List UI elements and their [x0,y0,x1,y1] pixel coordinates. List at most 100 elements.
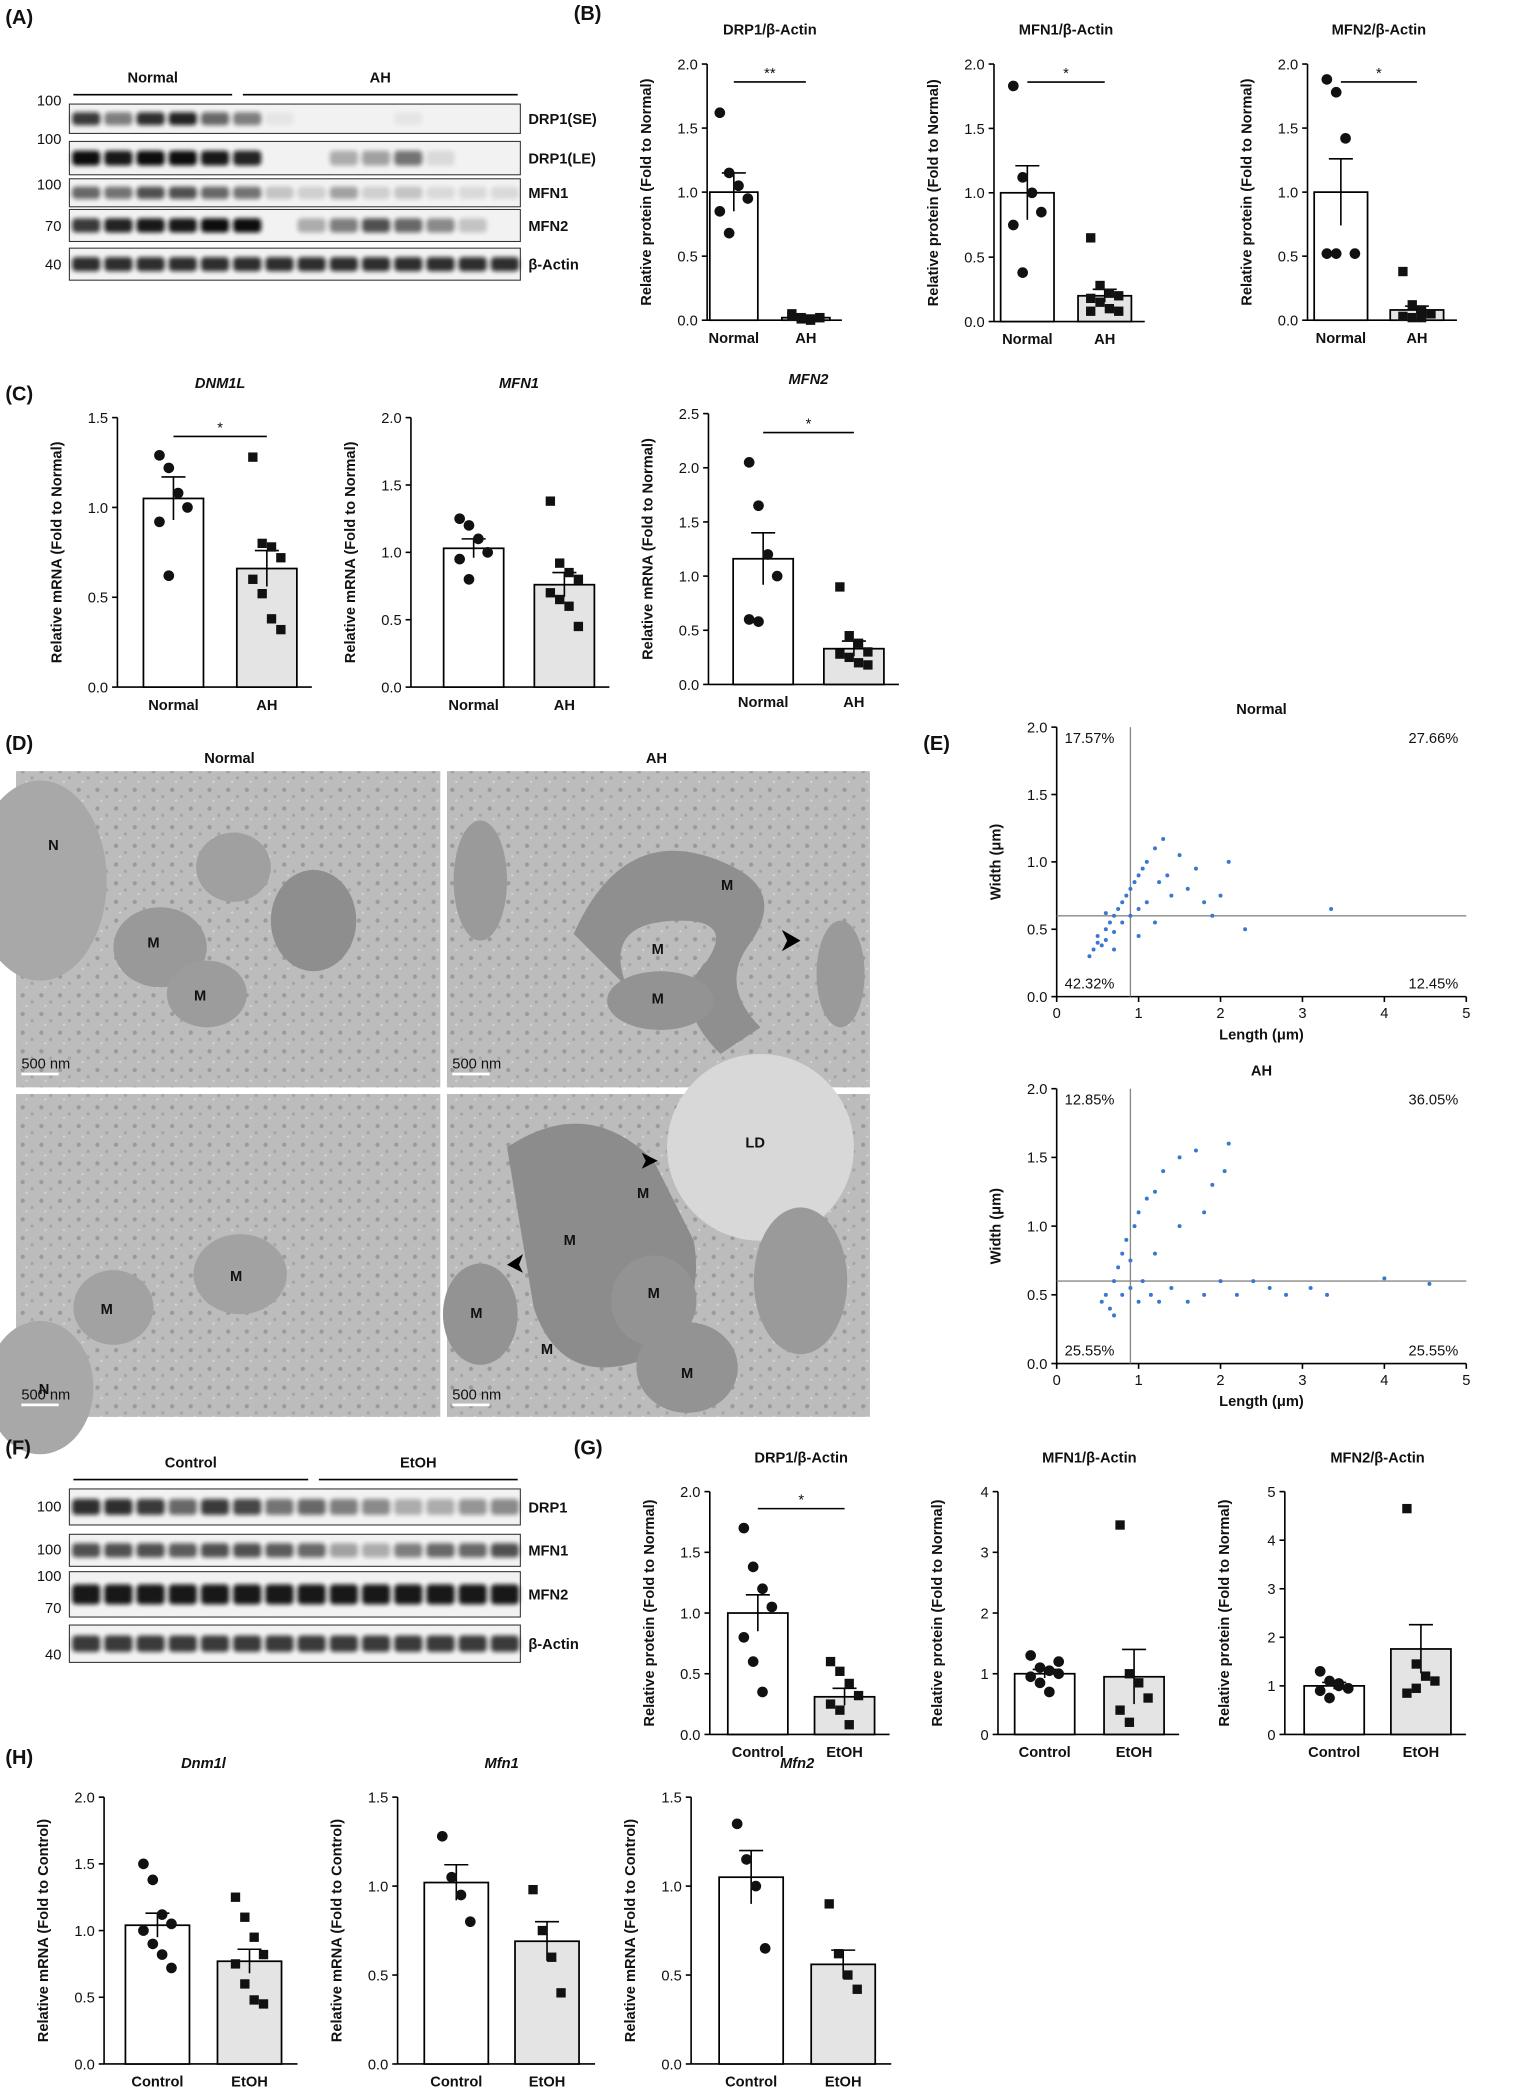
data-point [240,1979,250,1989]
band [394,218,423,233]
data-point [1144,859,1149,864]
data-point [1325,1292,1330,1297]
blot-row-label: DRP1 [528,1500,567,1516]
y-tick-label: 2.0 [680,1485,700,1501]
data-point [547,1952,557,1962]
data-point [545,588,556,598]
x-tick-label: AH [1406,331,1427,347]
blot-row-label: MFN1 [528,186,568,202]
y-tick-label: 1.0 [1027,855,1047,871]
band [329,186,358,199]
band [72,186,101,199]
chart-title: MFN2/β-Actin [1330,1450,1424,1466]
data-point [738,1631,750,1643]
data-point [1222,1169,1227,1174]
data-point [1177,1224,1182,1229]
data-point [1128,1258,1133,1263]
data-point [1095,280,1105,291]
chart-title: MFN1 [499,376,539,392]
data-point [1053,1668,1065,1680]
data-point [1267,1285,1272,1290]
data-point [1017,267,1029,278]
data-point [805,315,816,325]
y-tick-label: 1 [980,1667,988,1683]
data-point [1321,74,1333,85]
band [104,1499,133,1515]
band [104,1635,133,1652]
band [136,218,165,233]
micrograph-label: M [681,1366,693,1382]
data-point [454,513,465,525]
x-tick-label: 5 [1462,1373,1470,1389]
data-point [1329,907,1334,912]
mw-marker: 100 [37,1542,61,1558]
y-axis-title: Width (μm) [989,1188,1005,1265]
chart-title: DNM1L [195,376,246,392]
x-tick-label: EtOH [529,2075,566,2091]
x-tick-label: EtOH [231,2075,268,2091]
band [168,1635,197,1652]
data-point [257,589,267,599]
micrograph-column: AH [646,751,667,767]
data-point [863,647,873,657]
micrograph-label: M [637,1186,649,1202]
y-tick-label: 1.5 [1027,788,1047,804]
y-axis-title: Relative mRNA (Fold to Normal) [343,441,359,663]
y-tick-label: 2.0 [1027,1082,1047,1098]
band [72,257,101,272]
data-point [1152,920,1157,925]
band [329,1499,358,1515]
significance: * [798,1493,804,1509]
y-tick-label: 1.5 [88,411,108,427]
y-tick-label: 0 [1267,1728,1275,1744]
mitochondrion [636,1322,738,1413]
data-point [863,660,873,670]
data-point [1144,900,1149,905]
y-tick-label: 0.5 [677,250,697,266]
data-point [1132,1224,1137,1229]
y-tick-label: 2.0 [1278,57,1298,73]
band [297,1499,326,1515]
data-point [257,538,267,549]
micrograph-label: LD [745,1135,765,1151]
band [394,112,423,126]
blot-group: Normal [128,71,178,87]
band [200,218,230,233]
data-point [1314,1665,1326,1677]
data-point [1144,1196,1149,1201]
data-point [1115,1520,1125,1530]
panel-label: (E) [923,733,950,755]
data-point [1177,1155,1182,1160]
data-point [154,449,165,461]
band [72,218,101,233]
data-point [1218,893,1223,898]
band [72,1543,101,1558]
data-point [1034,1677,1046,1689]
data-point [1416,305,1427,315]
y-tick-label: 0.0 [88,680,108,696]
micrograph-label: M [147,935,159,951]
band [458,257,487,272]
scale-bar [21,1403,59,1407]
scale-label: 500 nm [21,1057,70,1073]
band [200,186,230,199]
y-tick-label: 0.5 [74,1991,94,2007]
data-point [1202,1210,1207,1215]
data-point [166,1918,177,1930]
data-point [741,1854,752,1865]
band [361,1499,391,1515]
data-point [825,1656,836,1667]
band [200,1635,230,1652]
bar [810,1963,877,2065]
blot-row-label: DRP1(LE) [528,151,596,167]
band [200,150,230,166]
y-tick-label: 1.5 [677,121,697,137]
y-tick-label: 2.0 [1027,720,1047,736]
y-tick-label: 0.5 [679,624,699,640]
bar [124,1924,191,2065]
data-point [1193,1148,1198,1153]
mw-marker: 100 [37,93,61,109]
band [168,1584,197,1605]
data-point [1152,1251,1157,1256]
y-tick-label: 2.0 [964,57,984,73]
